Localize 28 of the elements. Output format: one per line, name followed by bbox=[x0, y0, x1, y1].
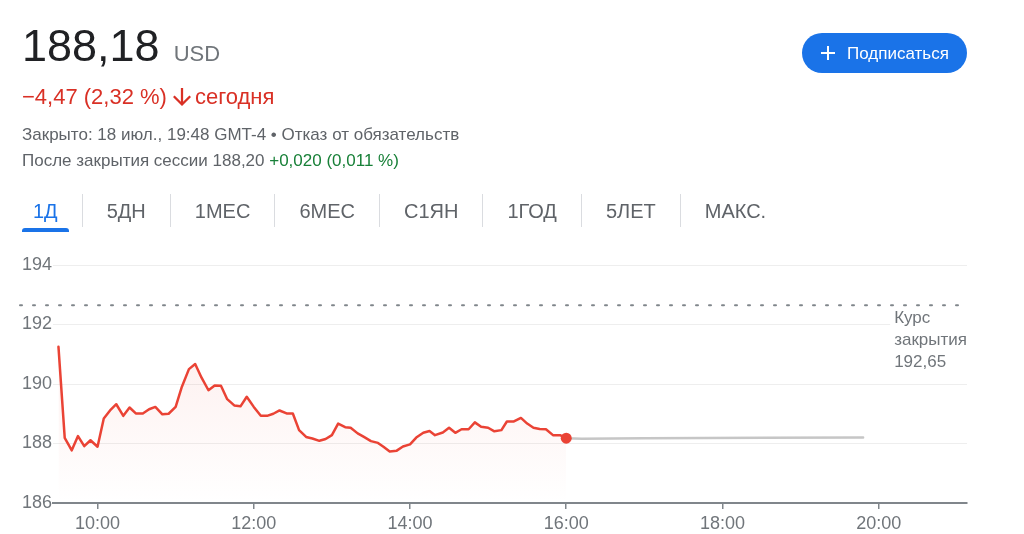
x-tick-label: 16:00 bbox=[543, 512, 589, 533]
y-tick-label: 188 bbox=[21, 432, 52, 453]
text: 1ГОД bbox=[506, 199, 558, 222]
y-tick-label: 194 bbox=[21, 253, 52, 274]
text: USD bbox=[173, 41, 221, 66]
chart-title: 188,18 bbox=[22, 20, 160, 71]
text: сегодня bbox=[194, 84, 275, 109]
text: Закрыто: 18 июл., 19:48 GMT-4 • Отказ от обязательств bbox=[22, 125, 460, 144]
text: С1ЯН bbox=[402, 199, 460, 222]
x-tick-label: 10:00 bbox=[75, 512, 121, 533]
text: −4,47 (2,32 %) bbox=[22, 84, 167, 109]
y-tick-label: 186 bbox=[21, 491, 52, 512]
x-tick-label: 14:00 bbox=[387, 512, 433, 533]
text: 6МЕС bbox=[298, 199, 356, 222]
text: 5ДН bbox=[105, 199, 147, 222]
y-tick-label: 192 bbox=[21, 313, 52, 334]
text: +0,020 (0,011 %) bbox=[269, 151, 399, 170]
text: Подписаться bbox=[847, 43, 949, 63]
text: МАКС. bbox=[703, 199, 768, 222]
text: После закрытия сессии 188,20 bbox=[22, 151, 265, 170]
x-tick-label: 18:00 bbox=[699, 512, 746, 533]
ref-line-label: Курс закрытия 192,65 bbox=[894, 308, 968, 372]
x-tick-label: 20:00 bbox=[856, 512, 902, 533]
text: 1МЕС bbox=[193, 199, 252, 222]
text: 5ЛЕТ bbox=[604, 199, 657, 222]
text: 1Д bbox=[32, 199, 59, 222]
y-tick-label: 190 bbox=[21, 372, 52, 393]
x-tick-label: 12:00 bbox=[231, 512, 277, 533]
